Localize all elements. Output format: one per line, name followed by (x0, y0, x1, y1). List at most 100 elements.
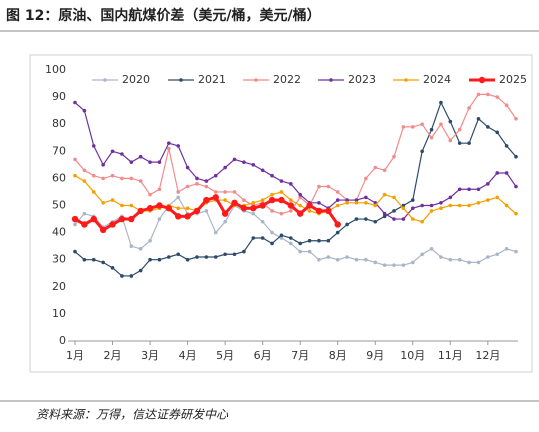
point (420, 122, 424, 126)
point (298, 241, 302, 246)
point (317, 238, 321, 243)
point (204, 209, 209, 213)
point (486, 125, 490, 129)
point (204, 255, 209, 259)
point (260, 198, 265, 202)
point (184, 213, 191, 220)
point (392, 195, 396, 200)
point (110, 198, 115, 202)
point (410, 125, 415, 129)
point (129, 176, 134, 181)
point (232, 252, 237, 257)
point (82, 168, 87, 173)
point (354, 257, 359, 262)
point (335, 203, 340, 208)
point (439, 200, 443, 205)
point (373, 260, 378, 265)
point (270, 230, 274, 235)
point (392, 209, 396, 213)
point (307, 238, 312, 243)
point (354, 200, 359, 205)
point (345, 198, 349, 202)
point (148, 238, 152, 243)
point (504, 247, 509, 251)
point (382, 214, 387, 219)
point (82, 108, 87, 113)
point (401, 206, 406, 211)
point (486, 182, 490, 186)
point (223, 219, 227, 224)
chart-frame (29, 54, 533, 373)
point (251, 211, 256, 216)
point (514, 249, 518, 254)
legend-label: 2021 (198, 73, 226, 86)
point (457, 127, 462, 132)
point (213, 230, 218, 235)
x-tick-label: 4月 (179, 349, 197, 362)
point (448, 138, 453, 143)
chart-title: 图 12：原油、国内航煤价差（美元/桶，美元/桶） (6, 7, 321, 24)
point (73, 157, 77, 162)
point (317, 184, 321, 189)
point (157, 160, 162, 164)
x-tick-label: 8月 (329, 349, 347, 362)
point (298, 203, 302, 208)
point (382, 263, 387, 267)
point (457, 187, 462, 192)
point (101, 260, 105, 265)
point (279, 211, 284, 216)
point (514, 154, 518, 159)
point (448, 257, 453, 262)
x-tick-label: 9月 (366, 349, 384, 362)
point (317, 200, 321, 205)
point (270, 173, 274, 178)
x-tick-label: 10月 (400, 349, 425, 362)
point (439, 206, 443, 211)
point (176, 252, 181, 257)
point (204, 184, 209, 189)
point (457, 203, 462, 208)
point (101, 176, 105, 181)
point (495, 171, 500, 175)
point (467, 260, 471, 265)
point (157, 187, 162, 192)
point (287, 202, 295, 209)
y-tick-label: 70 (52, 144, 66, 157)
point (259, 202, 266, 209)
point (514, 116, 518, 121)
point (73, 100, 77, 105)
point (279, 179, 284, 183)
legend-label: 2022 (273, 73, 301, 86)
point (373, 219, 378, 224)
point (213, 173, 218, 178)
point (251, 163, 256, 167)
x-tick-label: 12月 (475, 349, 500, 362)
point (223, 198, 227, 202)
point (326, 238, 331, 243)
point (467, 141, 471, 145)
point (232, 190, 237, 194)
point (429, 247, 434, 251)
point (439, 100, 443, 105)
point (203, 196, 210, 204)
point (120, 203, 124, 208)
point (504, 171, 509, 175)
point (486, 92, 490, 97)
point (148, 257, 152, 262)
point (486, 255, 490, 259)
point (250, 205, 257, 212)
point (401, 263, 406, 267)
point (279, 236, 284, 240)
point (335, 198, 340, 202)
point (148, 192, 152, 197)
point (486, 198, 490, 202)
point (240, 205, 248, 212)
point (101, 163, 105, 167)
point (296, 210, 304, 217)
point (213, 255, 218, 259)
point (429, 127, 434, 132)
point (223, 165, 227, 170)
point (307, 249, 312, 254)
point (373, 203, 378, 208)
